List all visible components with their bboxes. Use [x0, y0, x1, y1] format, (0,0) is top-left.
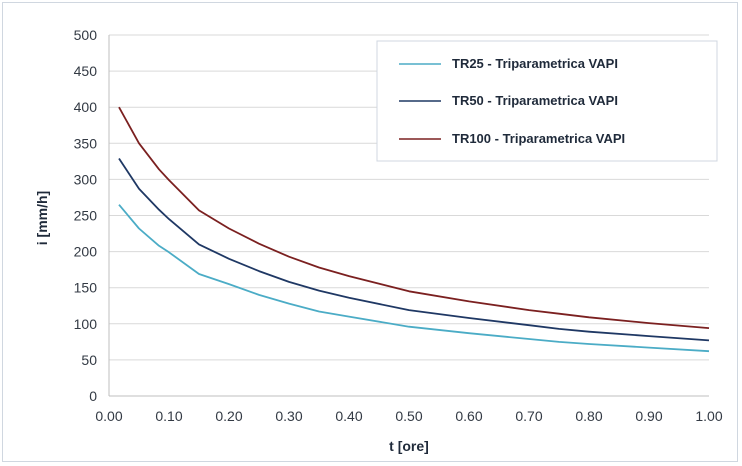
x-tick-label: 0.80 — [575, 408, 602, 424]
x-tick-label: 0.20 — [215, 408, 242, 424]
y-tick-label: 350 — [74, 135, 98, 151]
x-tick-label: 0.50 — [395, 408, 422, 424]
x-axis-title: t [ore] — [389, 438, 429, 454]
x-tick-label: 0.00 — [95, 408, 122, 424]
y-tick-label: 400 — [74, 99, 98, 115]
y-tick-labels: 0 50 100 150 200 250 300 350 400 450 500 — [74, 27, 98, 404]
y-axis-title: i [mm/h] — [34, 191, 50, 245]
legend: TR25 - Triparametrica VAPI TR50 - Tripar… — [376, 40, 718, 162]
x-tick-label: 1.00 — [695, 408, 722, 424]
y-tick-label: 50 — [81, 352, 97, 368]
y-tick-label: 450 — [74, 63, 98, 79]
y-tick-label: 500 — [74, 27, 98, 43]
y-tick-label: 100 — [74, 316, 98, 332]
x-tick-label: 0.70 — [515, 408, 542, 424]
y-tick-label: 300 — [74, 171, 98, 187]
legend-label-tr25: TR25 - Triparametrica VAPI — [452, 56, 618, 71]
y-tick-label: 200 — [74, 244, 98, 260]
x-tick-label: 0.90 — [635, 408, 662, 424]
x-tick-label: 0.60 — [455, 408, 482, 424]
series-line-3 — [118, 106, 710, 329]
x-tick-label: 0.30 — [275, 408, 302, 424]
x-tick-label: 0.40 — [335, 408, 362, 424]
chart-frame: 0 50 100 150 200 250 300 350 400 450 500 0.00 0.10 0… — [2, 2, 738, 462]
x-tick-labels: 0.00 0.10 0.20 0.30 0.40 0.50 0.60 0.70 0.80 0.90… — [95, 408, 722, 424]
series-line-1 — [118, 204, 710, 353]
series-lines — [118, 106, 710, 353]
y-tick-label: 250 — [74, 208, 98, 224]
y-tick-label: 150 — [74, 280, 98, 296]
legend-label-tr100: TR100 - Triparametrica VAPI — [452, 131, 625, 146]
legend-label-tr50: TR50 - Triparametrica VAPI — [452, 93, 618, 108]
series-line-2 — [118, 158, 710, 342]
y-tick-label: 0 — [89, 388, 97, 404]
axes — [108, 35, 709, 397]
x-tick-label: 0.10 — [155, 408, 182, 424]
